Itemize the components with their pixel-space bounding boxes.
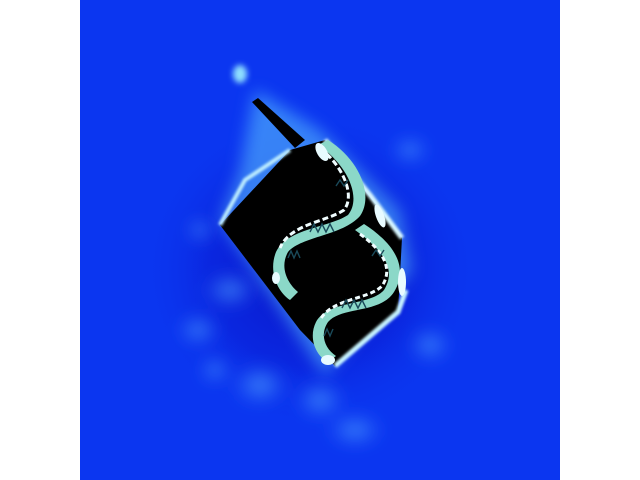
spike-glow <box>233 65 247 83</box>
ribbon-lower-highlight <box>318 232 389 321</box>
ribbon-lower <box>312 224 401 362</box>
cloud-patches <box>176 136 452 448</box>
spike <box>252 98 305 148</box>
ribbon-upper <box>273 140 366 300</box>
false-color-image <box>80 0 560 480</box>
ribbon-texture <box>287 178 385 338</box>
ribbon-upper-highlight <box>278 146 350 249</box>
image-canvas <box>80 0 560 480</box>
core-edge-left <box>218 148 292 226</box>
core-edge-bottom <box>333 289 409 368</box>
bright-highlights <box>272 142 406 365</box>
